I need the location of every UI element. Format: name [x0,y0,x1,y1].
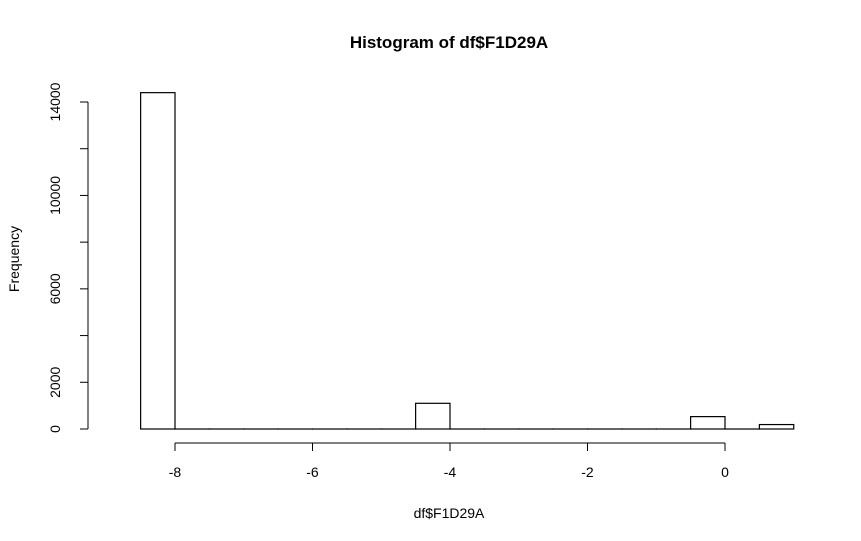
x-tick-label: -4 [444,464,457,480]
histogram-bar [415,402,451,430]
chart-title: Histogram of df$F1D29A [350,33,548,52]
x-tick-label: 0 [721,464,729,480]
y-axis-label: Frequency [6,226,22,292]
x-axis: -8 -6 -4 -2 0 [169,442,729,480]
x-axis-label: df$F1D29A [414,505,485,521]
y-tick-label: 2000 [47,367,63,398]
histogram-bar [758,423,795,430]
bars-group [140,92,795,430]
y-tick-label: 6000 [47,273,63,304]
x-tick-label: -6 [306,464,319,480]
y-tick-label: 10000 [47,176,63,215]
histogram-bar [140,92,176,430]
histogram-bar [690,416,726,430]
x-tick-label: -2 [581,464,594,480]
y-tick-label: 0 [47,425,63,433]
y-tick-label: 14000 [47,82,63,121]
x-tick-label: -8 [169,464,182,480]
y-axis: 0 2000 6000 10000 14000 [47,82,89,433]
